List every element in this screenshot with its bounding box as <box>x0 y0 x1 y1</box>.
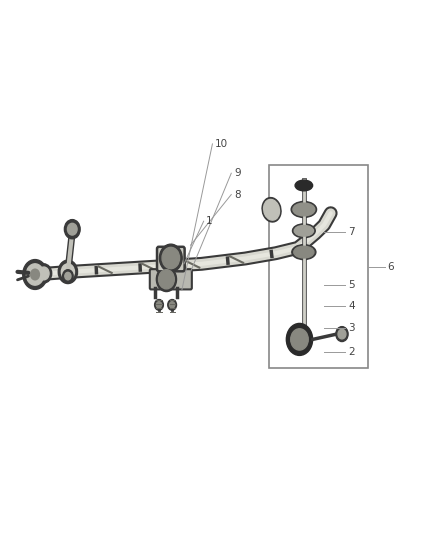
Text: 2: 2 <box>348 347 355 357</box>
Circle shape <box>64 220 80 239</box>
Circle shape <box>39 267 49 280</box>
Ellipse shape <box>264 199 279 220</box>
Circle shape <box>65 272 71 280</box>
Circle shape <box>156 302 162 308</box>
Text: 4: 4 <box>348 302 355 311</box>
Text: 8: 8 <box>234 190 241 199</box>
Circle shape <box>159 270 174 289</box>
Circle shape <box>61 264 74 280</box>
Text: 6: 6 <box>388 262 394 271</box>
Circle shape <box>63 270 73 282</box>
Text: 3: 3 <box>348 323 355 333</box>
Circle shape <box>67 223 77 235</box>
Circle shape <box>155 300 163 310</box>
Ellipse shape <box>295 180 313 191</box>
Circle shape <box>23 260 47 289</box>
FancyBboxPatch shape <box>157 247 184 271</box>
Circle shape <box>26 264 44 285</box>
Circle shape <box>162 247 180 269</box>
Bar <box>269 165 368 368</box>
Ellipse shape <box>294 246 314 258</box>
Circle shape <box>336 327 348 342</box>
Text: 7: 7 <box>348 227 355 237</box>
Circle shape <box>286 324 313 356</box>
Text: 10: 10 <box>215 139 228 149</box>
Ellipse shape <box>293 203 315 216</box>
Text: 1: 1 <box>206 216 212 226</box>
Circle shape <box>338 329 346 339</box>
Circle shape <box>156 267 177 292</box>
Circle shape <box>58 260 78 284</box>
Circle shape <box>168 300 177 310</box>
Circle shape <box>36 264 52 283</box>
Text: 9: 9 <box>234 168 241 178</box>
Ellipse shape <box>291 201 317 217</box>
Circle shape <box>159 244 182 272</box>
FancyBboxPatch shape <box>150 269 192 289</box>
Ellipse shape <box>293 224 315 238</box>
Circle shape <box>170 302 175 308</box>
Circle shape <box>291 329 308 350</box>
Text: 5: 5 <box>348 280 355 290</box>
Ellipse shape <box>294 225 314 236</box>
Circle shape <box>31 269 39 280</box>
Ellipse shape <box>262 198 281 222</box>
Ellipse shape <box>292 245 316 260</box>
